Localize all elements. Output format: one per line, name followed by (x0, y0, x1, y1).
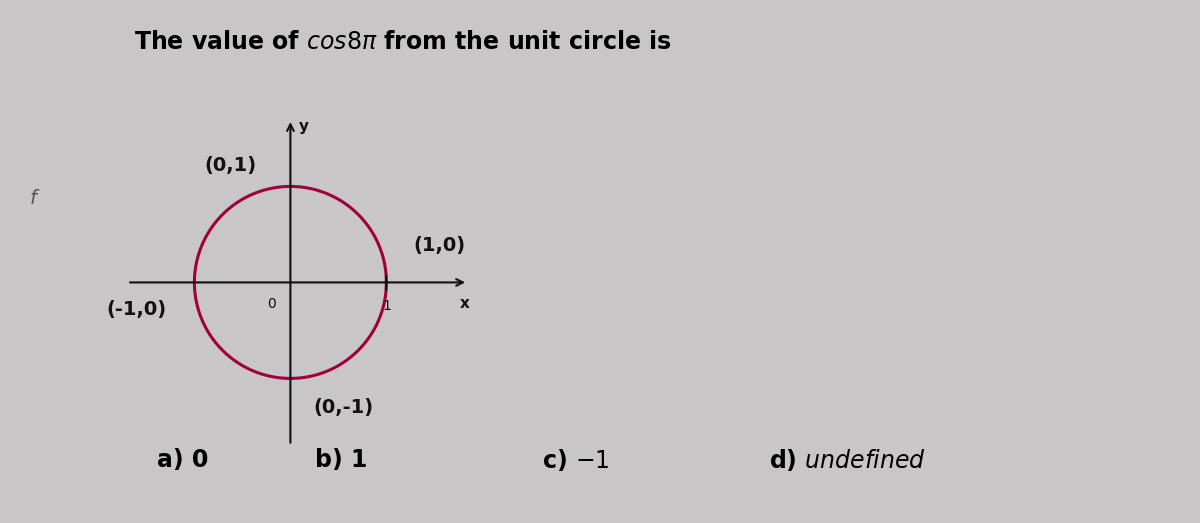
Text: c) $-1$: c) $-1$ (542, 447, 610, 473)
Text: (0,1): (0,1) (205, 156, 257, 175)
Text: (-1,0): (-1,0) (107, 300, 167, 319)
Text: x: x (460, 296, 470, 311)
Text: y: y (299, 119, 308, 134)
Text: a) 0: a) 0 (157, 448, 208, 472)
Text: 1: 1 (382, 300, 391, 313)
Text: f: f (30, 189, 36, 208)
Text: (0,-1): (0,-1) (313, 397, 373, 417)
Text: b) 1: b) 1 (316, 448, 368, 472)
Text: d) $\mathit{undefined}$: d) $\mathit{undefined}$ (769, 447, 926, 473)
Text: The value of $\mathit{cos8\pi}$ from the unit circle is: The value of $\mathit{cos8\pi}$ from the… (134, 30, 672, 54)
Text: 0: 0 (266, 297, 276, 311)
Text: (1,0): (1,0) (413, 236, 466, 255)
